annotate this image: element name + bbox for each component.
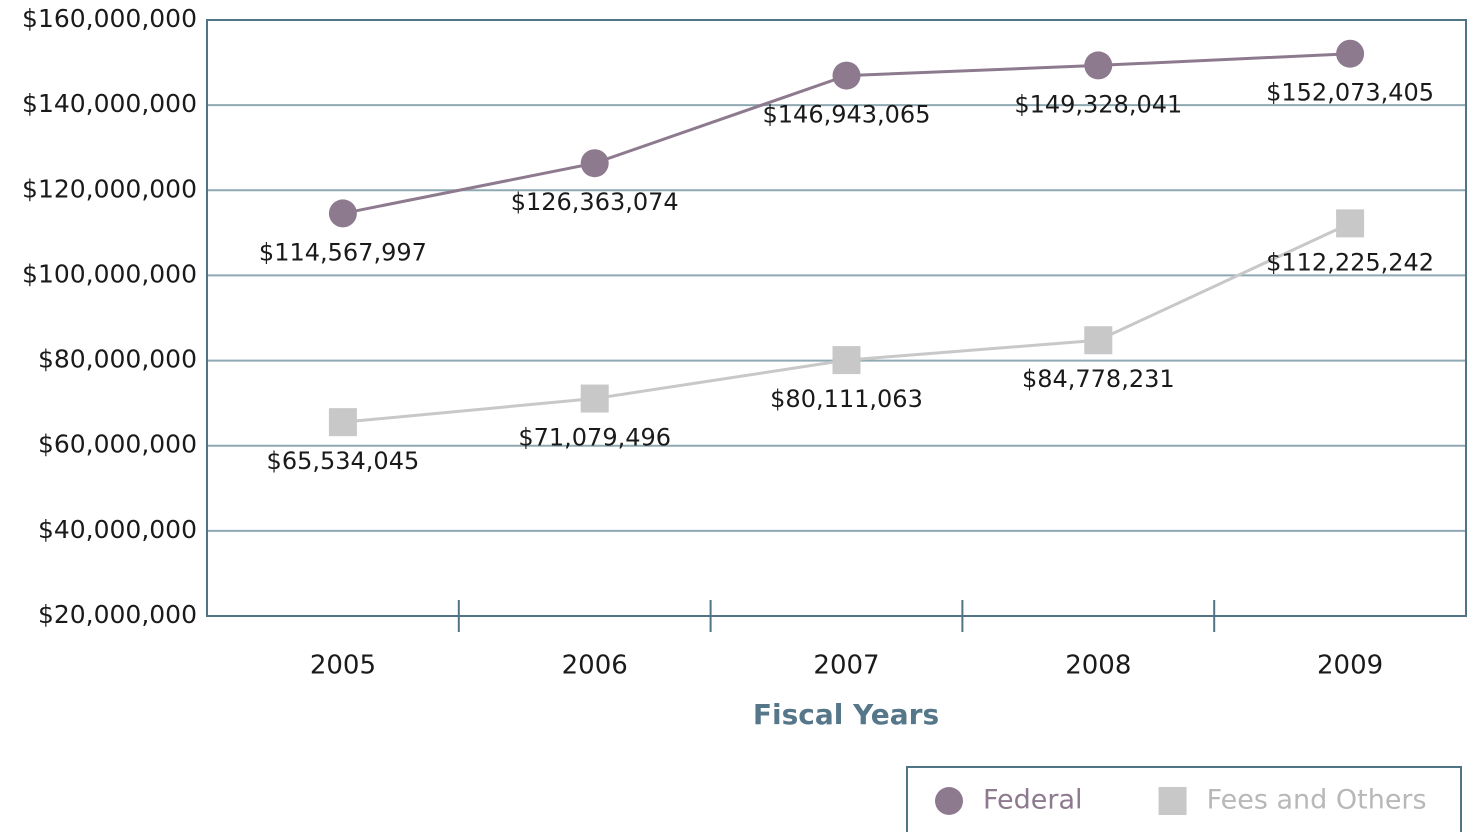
y-tick-label: $100,000,000 <box>22 259 197 288</box>
marker <box>1336 209 1365 238</box>
y-tick-label: $40,000,000 <box>38 515 197 544</box>
x-tick-label: 2007 <box>813 651 879 681</box>
marker <box>328 199 357 228</box>
data-label: $152,073,405 <box>1266 79 1434 107</box>
y-tick-label: $80,000,000 <box>38 345 197 374</box>
x-tick-label: 2006 <box>562 651 628 681</box>
y-tick-label: $160,000,000 <box>22 4 197 33</box>
x-tick-label: 2008 <box>1065 651 1131 681</box>
marker <box>1084 326 1113 355</box>
marker <box>1336 39 1365 68</box>
marker <box>580 384 609 413</box>
y-tick-label: $20,000,000 <box>38 600 197 629</box>
data-label: $65,534,045 <box>267 447 420 475</box>
y-tick-label: $120,000,000 <box>22 174 197 203</box>
legend-marker <box>1158 787 1187 815</box>
marker <box>1084 51 1113 80</box>
x-tick-label: 2005 <box>310 651 376 681</box>
data-label: $80,111,063 <box>770 385 923 413</box>
marker <box>580 149 609 178</box>
legend-label: Fees and Others <box>1207 785 1427 816</box>
y-tick-label: $60,000,000 <box>38 430 197 459</box>
y-tick-label: $140,000,000 <box>22 89 197 118</box>
data-label: $112,225,242 <box>1266 248 1434 276</box>
data-label: $84,778,231 <box>1022 365 1175 393</box>
marker <box>328 408 357 437</box>
data-label: $149,328,041 <box>1014 90 1182 118</box>
data-label: $126,363,074 <box>511 188 679 216</box>
data-label: $114,567,997 <box>259 238 427 266</box>
x-tick-label: 2009 <box>1317 651 1383 681</box>
marker <box>832 346 861 375</box>
data-label: $71,079,496 <box>518 424 671 452</box>
data-label: $146,943,065 <box>763 101 931 129</box>
marker <box>832 61 861 90</box>
legend-marker <box>935 787 963 815</box>
x-axis-label: Fiscal Years <box>753 698 939 731</box>
plot-frame <box>206 19 1467 617</box>
legend-label: Federal <box>983 785 1083 816</box>
